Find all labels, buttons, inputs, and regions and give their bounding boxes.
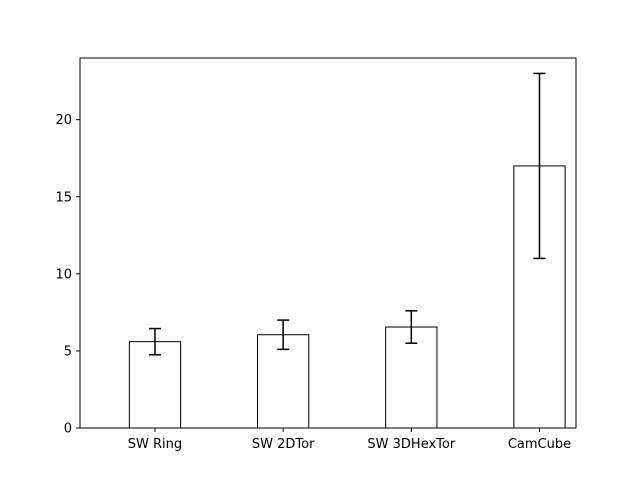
x-axis: SW Ring SW 2DTor SW 3DHexTor CamCube <box>128 428 571 452</box>
error-bars-group <box>148 72 546 356</box>
x-tick-label-0: SW Ring <box>128 437 182 452</box>
x-tick-label-1: SW 2DTor <box>252 437 315 452</box>
plot-frame <box>79 57 577 429</box>
y-tick-label-4: 20 <box>55 113 72 128</box>
y-tick-label-2: 10 <box>55 267 72 282</box>
y-tick-label-0: 0 <box>64 422 72 437</box>
y-tick-label-1: 5 <box>64 344 72 359</box>
y-tick-label-3: 15 <box>55 190 72 205</box>
y-axis: 0 5 10 15 20 <box>55 113 80 437</box>
bar-0 <box>128 341 182 429</box>
x-tick-label-3: CamCube <box>508 437 571 452</box>
x-tick-label-2: SW 3DHexTor <box>367 437 455 452</box>
